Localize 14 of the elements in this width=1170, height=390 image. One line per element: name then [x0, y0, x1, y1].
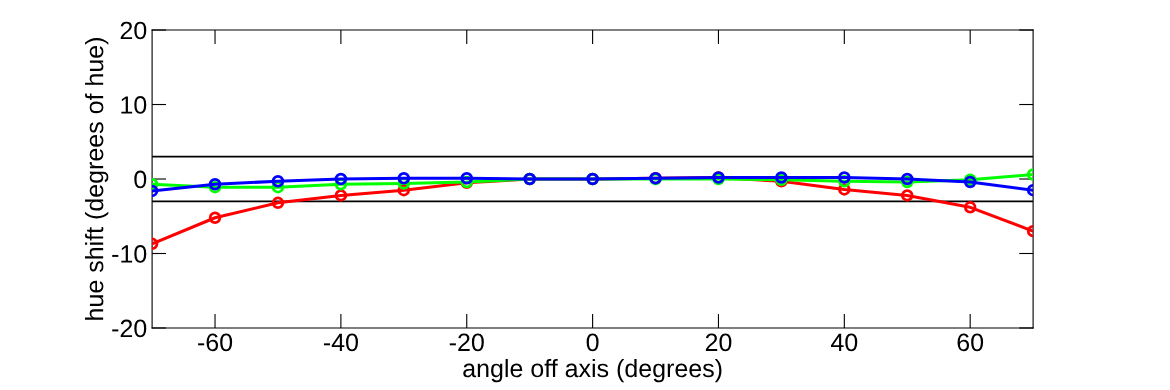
x-axis-title: angle off axis (degrees) — [463, 358, 722, 383]
x-tick-label: 40 — [830, 333, 858, 352]
x-tick-label: -20 — [449, 333, 484, 352]
x-tick-label: 60 — [957, 333, 984, 352]
y-tick-label: 10 — [121, 96, 147, 114]
y-axis-title: hue shift (degrees of hue) — [85, 38, 109, 320]
y-tick-label: 0 — [134, 170, 147, 189]
y-tick-label: 20 — [120, 21, 147, 40]
x-tick-label: 20 — [705, 333, 732, 352]
y-tick-label: -20 — [112, 319, 147, 338]
x-tick-label: -60 — [198, 333, 233, 352]
y-tick-label: -10 — [112, 245, 147, 263]
x-tick-label: -40 — [323, 333, 358, 352]
x-tick-label: 0 — [586, 333, 599, 352]
